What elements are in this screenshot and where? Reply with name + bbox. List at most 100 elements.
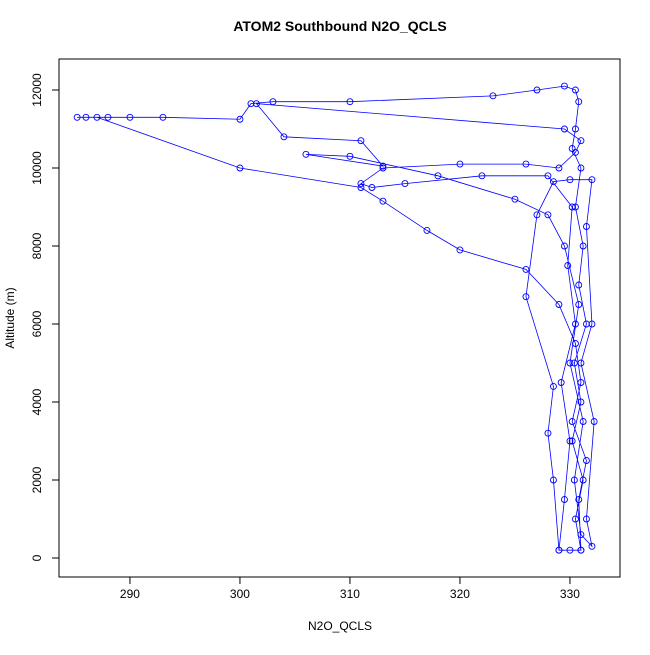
data-point: [577, 531, 585, 539]
data-point: [456, 160, 464, 168]
data-point: [572, 148, 579, 156]
data-point: [550, 476, 557, 484]
data-point: [588, 542, 596, 550]
data-point: [572, 340, 579, 347]
data-point: [368, 184, 376, 191]
data-point: [93, 113, 101, 121]
data-point: [104, 113, 112, 121]
y-tick-label: 6000: [30, 310, 44, 337]
data-point: [489, 92, 497, 100]
data-point: [544, 429, 552, 437]
data-point: [346, 152, 354, 160]
data-line: [77, 85, 595, 551]
data-point: [561, 125, 568, 133]
data-point: [561, 82, 568, 90]
data-point: [575, 301, 583, 308]
data-point: [572, 515, 579, 523]
y-tick-label: 4000: [30, 388, 44, 415]
data-point: [566, 437, 574, 445]
data-point: [555, 546, 563, 554]
data-point: [550, 178, 557, 186]
data-point: [346, 98, 354, 106]
data-point: [575, 496, 583, 503]
x-tick-label: 310: [340, 587, 360, 601]
data-point: [579, 418, 587, 425]
data-point: [577, 398, 585, 406]
data-point: [588, 176, 596, 184]
plot-frame: [58, 58, 621, 578]
data-point: [572, 86, 579, 94]
data-point: [533, 211, 541, 219]
data-point: [73, 113, 81, 121]
data-point: [561, 242, 568, 250]
data-point: [550, 382, 557, 390]
data-point: [544, 211, 552, 219]
data-point: [511, 195, 519, 203]
data-point: [568, 437, 576, 445]
data-point: [159, 113, 167, 121]
data-point: [434, 172, 442, 180]
data-point: [583, 457, 590, 464]
x-tick-label: 290: [120, 587, 140, 601]
data-point: [561, 496, 568, 503]
data-point: [357, 137, 365, 145]
data-point: [555, 301, 563, 308]
data-point: [544, 172, 552, 180]
data-point: [533, 86, 541, 94]
data-point: [456, 246, 464, 254]
data-point: [522, 293, 530, 301]
data-point: [566, 176, 574, 184]
data-point: [572, 203, 579, 211]
data-point: [379, 162, 387, 170]
data-point: [236, 115, 244, 123]
data-point: [236, 164, 244, 172]
data-point: [570, 476, 578, 484]
y-axis-label: Altitude (m): [3, 287, 17, 348]
x-axis-label: N2O_QCLS: [308, 619, 372, 633]
y-tick-label: 12000: [30, 73, 44, 107]
data-point: [564, 262, 572, 269]
data-point: [555, 164, 563, 172]
data-point: [82, 113, 90, 121]
data-point: [423, 226, 431, 234]
y-tick-label: 2000: [30, 466, 44, 493]
data-point: [357, 184, 365, 191]
data-point: [478, 172, 486, 180]
data-point: [577, 359, 585, 367]
data-point: [302, 150, 310, 158]
y-tick-label: 8000: [30, 232, 44, 259]
data-point: [579, 242, 587, 250]
data-point: [269, 98, 277, 106]
data-point: [590, 418, 598, 425]
data-point: [379, 164, 387, 172]
data-point: [579, 476, 587, 484]
data-point: [522, 160, 530, 168]
data-point: [577, 137, 585, 145]
y-tick-label: 10000: [30, 151, 44, 185]
data-point: [583, 320, 590, 328]
data-point: [253, 100, 260, 108]
data-point: [572, 320, 579, 328]
x-tick-label: 300: [230, 587, 250, 601]
data-point: [568, 203, 576, 211]
data-point: [577, 164, 585, 172]
data-point: [577, 379, 585, 386]
y-tick-label: 0: [30, 554, 44, 561]
data-point: [566, 546, 574, 554]
data-point: [557, 379, 565, 386]
data-point: [570, 359, 578, 367]
data-point: [568, 418, 576, 425]
data-point: [577, 546, 585, 554]
data-point: [379, 197, 387, 205]
data-point: [401, 180, 409, 188]
data-point: [280, 133, 288, 141]
data-point: [126, 113, 134, 121]
data-point: [588, 320, 596, 328]
chart-title: ATOM2 Southbound N2O_QCLS: [233, 18, 446, 34]
x-tick-label: 320: [450, 587, 470, 601]
data-point: [357, 180, 365, 188]
data-point: [247, 100, 255, 108]
data-point: [575, 98, 583, 106]
data-point: [566, 359, 574, 367]
